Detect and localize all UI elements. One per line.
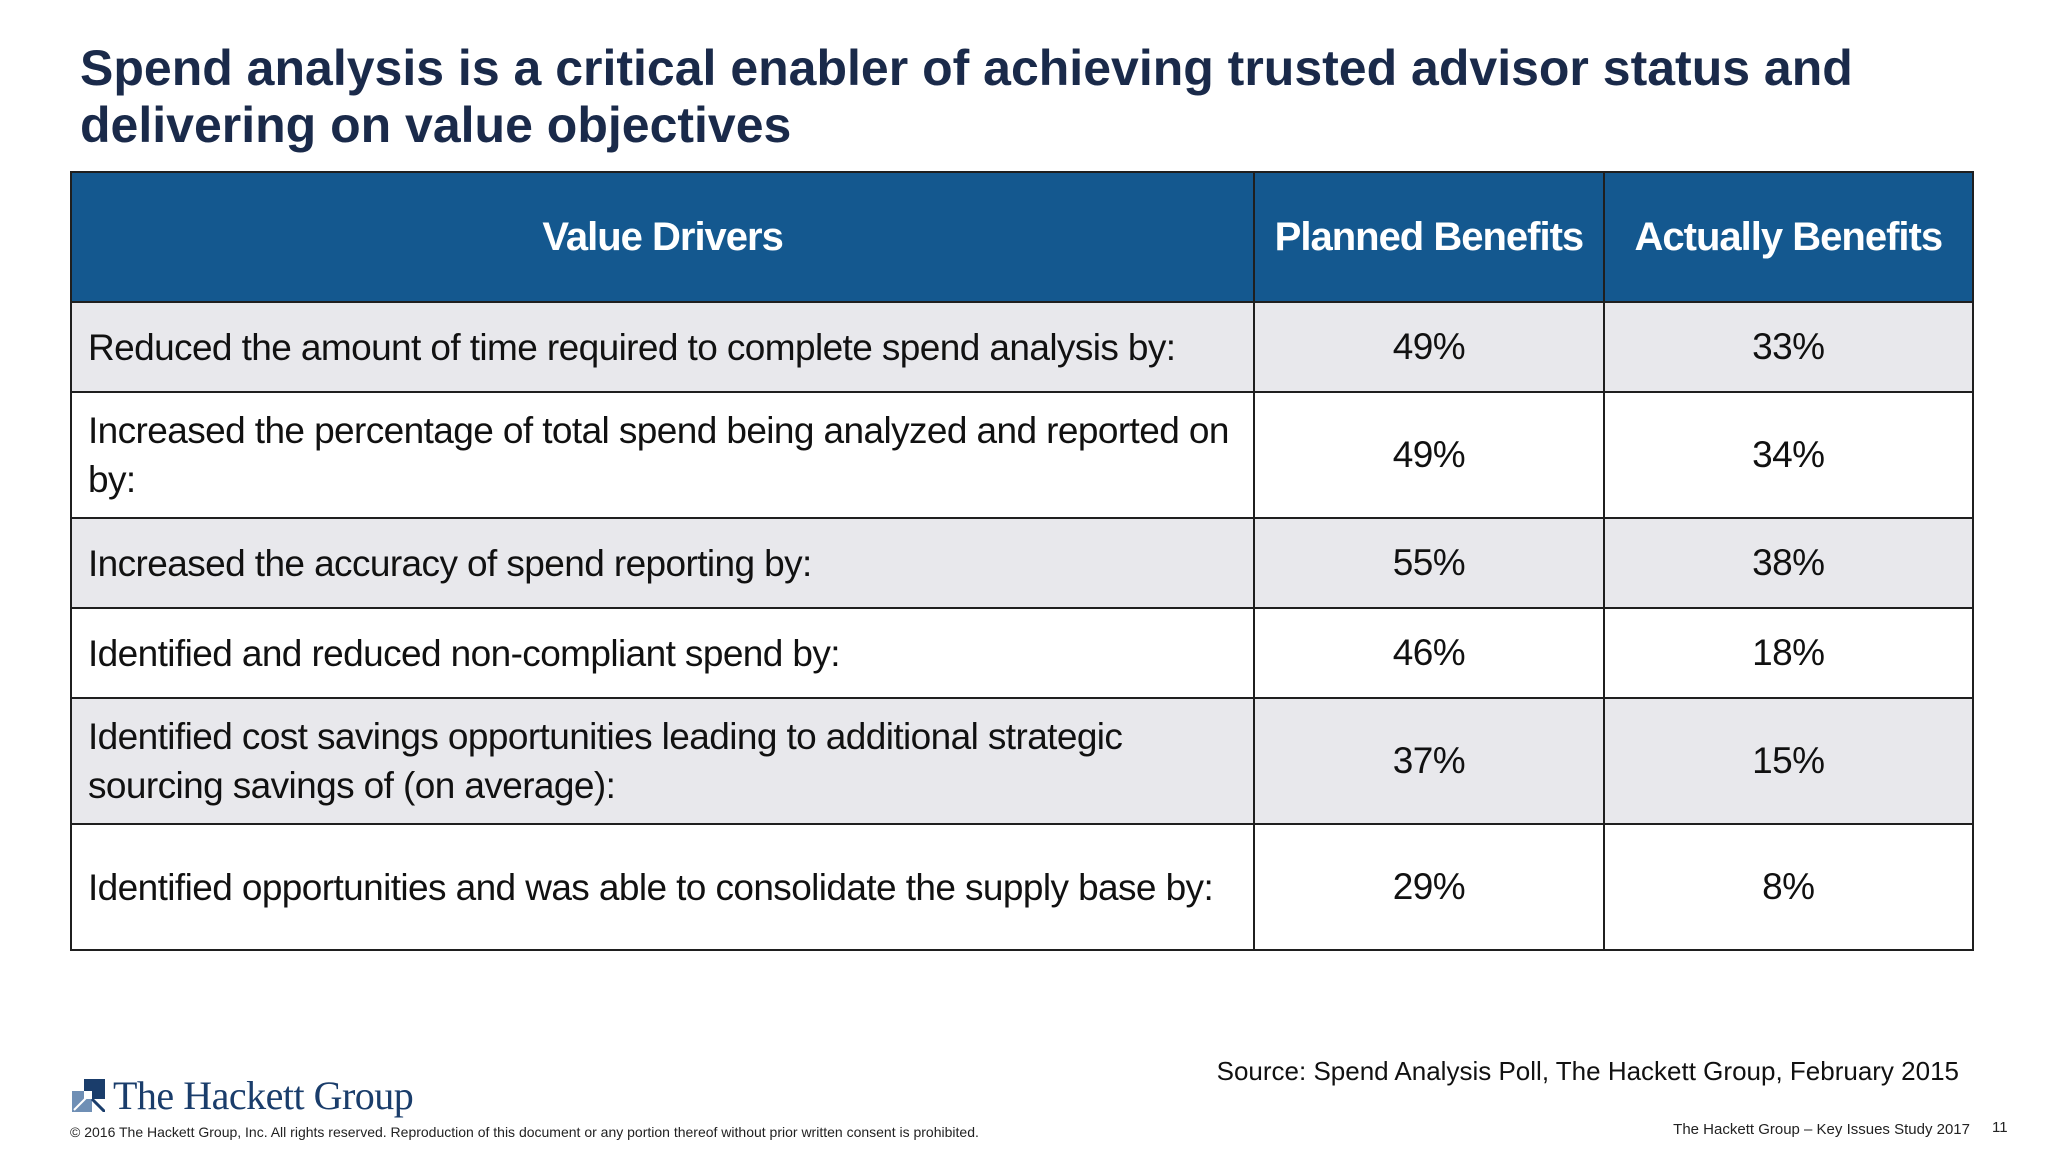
- table-header-row: Value Drivers Planned Benefits Actually …: [69, 171, 1975, 303]
- actual-cell: 33%: [1602, 301, 1975, 393]
- driver-cell: Reduced the amount of time required to c…: [69, 301, 1256, 393]
- driver-cell: Identified cost savings opportunities le…: [69, 697, 1256, 825]
- planned-cell: 37%: [1253, 697, 1605, 825]
- header-actually-benefits: Actually Benefits: [1602, 171, 1975, 303]
- value-drivers-table: Value Drivers Planned Benefits Actually …: [69, 171, 1975, 951]
- logo-text: The Hackett Group: [113, 1073, 414, 1118]
- actual-cell: 18%: [1602, 607, 1975, 699]
- table-row: Increased the percentage of total spend …: [69, 391, 1975, 519]
- planned-cell: 29%: [1253, 823, 1605, 951]
- hackett-logo-icon: [72, 1079, 105, 1112]
- source-note: Source: Spend Analysis Poll, The Hackett…: [1216, 1056, 1959, 1086]
- table-row: Identified cost savings opportunities le…: [69, 697, 1975, 825]
- study-label: The Hackett Group – Key Issues Study 201…: [1673, 1121, 1970, 1138]
- driver-cell: Increased the percentage of total spend …: [69, 391, 1256, 519]
- actual-cell: 15%: [1602, 697, 1975, 825]
- table-row: Identified opportunities and was able to…: [69, 823, 1975, 951]
- driver-cell: Increased the accuracy of spend reportin…: [69, 517, 1256, 609]
- page-number: 11: [1992, 1119, 2008, 1136]
- hackett-logo: The Hackett Group: [72, 1072, 414, 1119]
- table-row: Reduced the amount of time required to c…: [69, 301, 1975, 393]
- slide-title: Spend analysis is a critical enabler of …: [80, 40, 1853, 153]
- actual-cell: 34%: [1602, 391, 1975, 519]
- table-row: Increased the accuracy of spend reportin…: [69, 517, 1975, 609]
- copyright-notice: © 2016 The Hackett Group, Inc. All right…: [70, 1124, 979, 1140]
- planned-cell: 49%: [1253, 391, 1605, 519]
- header-planned-benefits: Planned Benefits: [1253, 171, 1605, 303]
- header-value-drivers: Value Drivers: [69, 171, 1256, 303]
- table-row: Identified and reduced non-compliant spe…: [69, 607, 1975, 699]
- planned-cell: 46%: [1253, 607, 1605, 699]
- driver-cell: Identified and reduced non-compliant spe…: [69, 607, 1256, 699]
- driver-cell: Identified opportunities and was able to…: [69, 823, 1256, 951]
- planned-cell: 49%: [1253, 301, 1605, 393]
- actual-cell: 8%: [1602, 823, 1975, 951]
- planned-cell: 55%: [1253, 517, 1605, 609]
- actual-cell: 38%: [1602, 517, 1975, 609]
